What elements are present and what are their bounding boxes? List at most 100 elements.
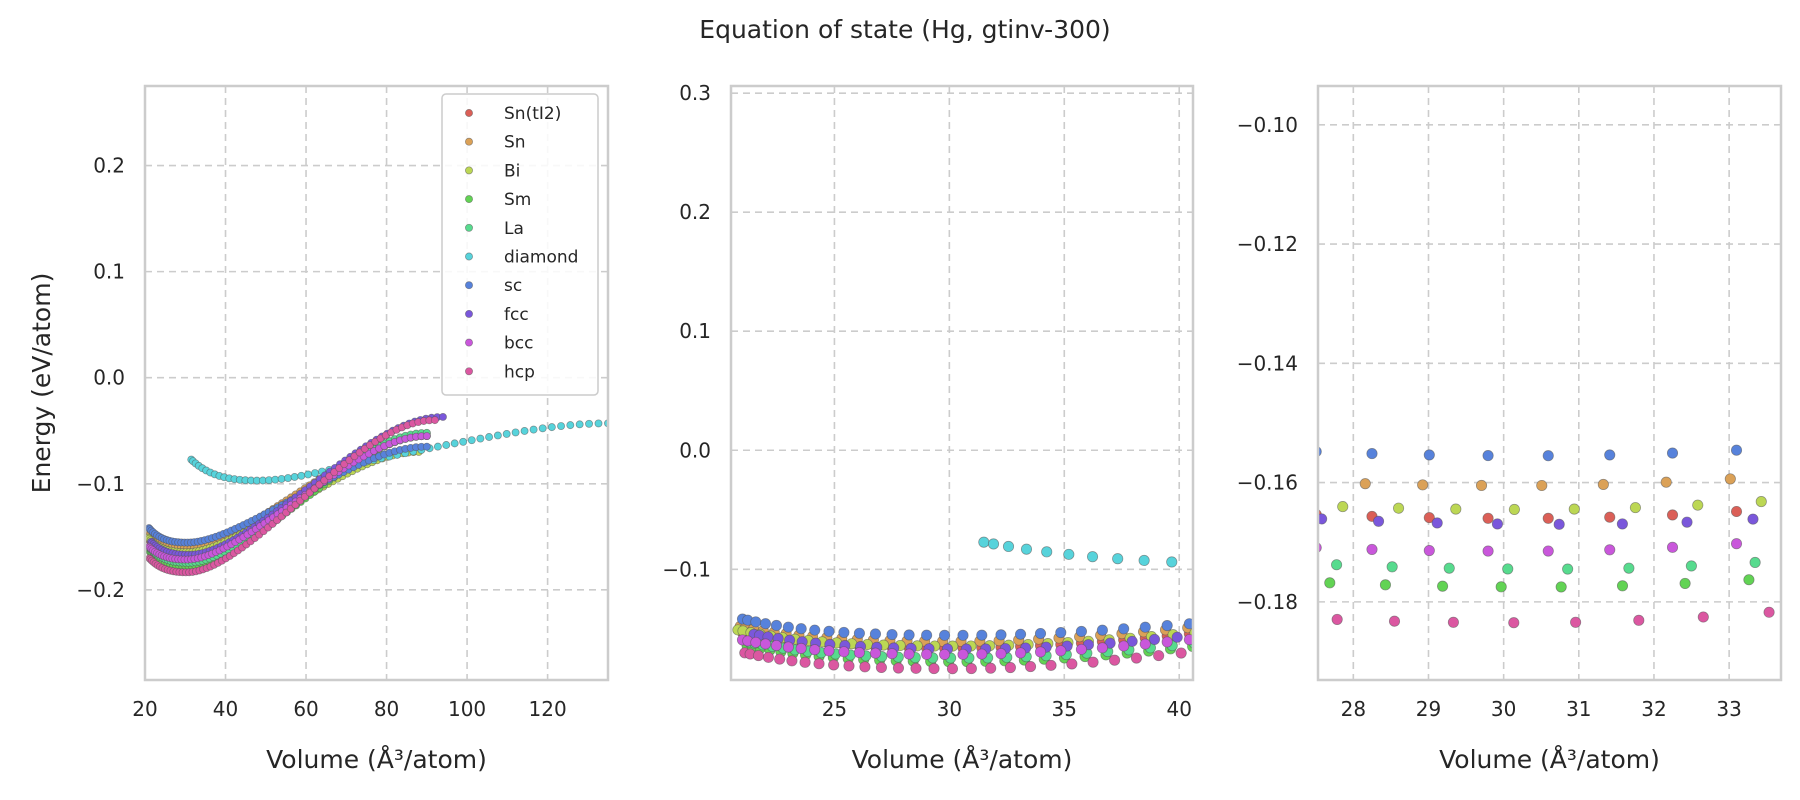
x-tick-label: 32	[1641, 697, 1666, 721]
x-tick-label: 100	[448, 697, 486, 721]
data-point	[1417, 479, 1429, 491]
x-tick-label: 30	[937, 697, 962, 721]
data-point	[782, 641, 794, 653]
data-point	[1568, 503, 1580, 515]
data-point	[782, 621, 794, 633]
data-point	[502, 429, 511, 438]
data-point	[511, 428, 520, 437]
data-point	[869, 647, 882, 659]
data-point	[1366, 543, 1378, 555]
legend-label: fcc	[504, 305, 529, 325]
y-tick-label: −0.16	[1237, 471, 1298, 495]
data-point	[1660, 476, 1672, 488]
data-point	[1063, 548, 1075, 560]
data-point	[538, 424, 547, 433]
data-point	[1199, 645, 1209, 655]
data-point	[1175, 647, 1187, 659]
data-point	[1423, 449, 1435, 461]
x-tick-label: 29	[1416, 697, 1441, 721]
data-point	[809, 624, 821, 636]
data-point	[1562, 563, 1574, 575]
data-point	[1366, 448, 1378, 460]
data-point	[869, 628, 882, 640]
data-point	[799, 656, 811, 668]
data-point	[1431, 517, 1443, 529]
data-point	[1685, 560, 1697, 572]
legend-marker	[465, 109, 473, 117]
data-point	[433, 442, 442, 451]
y-tick-label: −0.1	[662, 557, 711, 581]
data-point	[843, 660, 855, 672]
data-point	[493, 431, 502, 440]
y-tick-label: 0.2	[93, 154, 125, 178]
x-tick-label: 30	[1491, 697, 1516, 721]
data-point	[557, 422, 565, 430]
data-point	[976, 648, 988, 660]
data-point	[1087, 656, 1099, 668]
legend-marker	[465, 166, 473, 175]
data-point	[1257, 444, 1267, 454]
data-point	[1604, 544, 1616, 556]
data-point	[892, 662, 904, 674]
data-point	[1747, 513, 1759, 525]
data-point	[1393, 502, 1405, 514]
data-point	[976, 629, 988, 641]
data-point	[476, 434, 485, 443]
data-point	[750, 636, 762, 648]
y-tick-label: 0.2	[679, 200, 711, 224]
data-point	[1161, 620, 1173, 632]
axes-frame	[1316, 84, 1783, 682]
data-point	[823, 645, 835, 657]
data-point	[459, 437, 468, 446]
y-tick-label: 0.1	[93, 260, 125, 284]
data-point	[1195, 630, 1205, 640]
y-tick-label: 0.3	[679, 81, 711, 105]
data-point	[928, 663, 940, 675]
data-point	[910, 662, 922, 674]
data-point	[520, 427, 529, 435]
x-axis-label: Volume (Å³/atom)	[852, 745, 1073, 774]
data-point	[277, 474, 286, 483]
data-point	[795, 642, 807, 654]
x-tick-label: 60	[293, 697, 318, 721]
y-tick-label: −0.18	[1237, 590, 1298, 614]
data-point	[1277, 557, 1287, 567]
series-bi	[1337, 496, 1767, 515]
x-tick-label: 20	[132, 697, 157, 721]
data-point	[585, 419, 593, 428]
data-point	[770, 619, 782, 632]
series-sc	[736, 613, 1193, 641]
data-point	[1261, 511, 1271, 521]
x-tick-label: 25	[822, 697, 847, 721]
data-point	[875, 661, 887, 674]
data-point	[1508, 617, 1520, 629]
series-sn	[1359, 473, 1736, 492]
data-point	[921, 629, 933, 641]
data-point	[762, 651, 774, 663]
data-point	[995, 648, 1007, 660]
data-point	[284, 474, 292, 482]
data-point	[1015, 628, 1027, 640]
data-point	[1570, 616, 1582, 628]
data-point	[853, 627, 865, 639]
series-diamond	[978, 536, 1178, 568]
data-point	[430, 416, 439, 425]
data-point	[1633, 614, 1645, 626]
data-point	[1379, 579, 1391, 591]
data-point	[1126, 635, 1138, 647]
data-point	[828, 659, 840, 671]
data-point	[957, 648, 969, 660]
legend-label: sc	[504, 276, 522, 296]
data-point	[1697, 611, 1709, 623]
x-tick-label: 28	[1341, 697, 1366, 721]
data-point	[442, 441, 451, 449]
data-point	[1337, 501, 1349, 513]
legend-label: bcc	[504, 334, 533, 354]
data-point	[450, 439, 459, 448]
data-point	[1629, 502, 1641, 514]
data-point	[1096, 642, 1108, 654]
data-point	[1130, 652, 1143, 664]
data-point	[304, 470, 313, 479]
x-axis-label: Volume (Å³/atom)	[1439, 745, 1660, 774]
